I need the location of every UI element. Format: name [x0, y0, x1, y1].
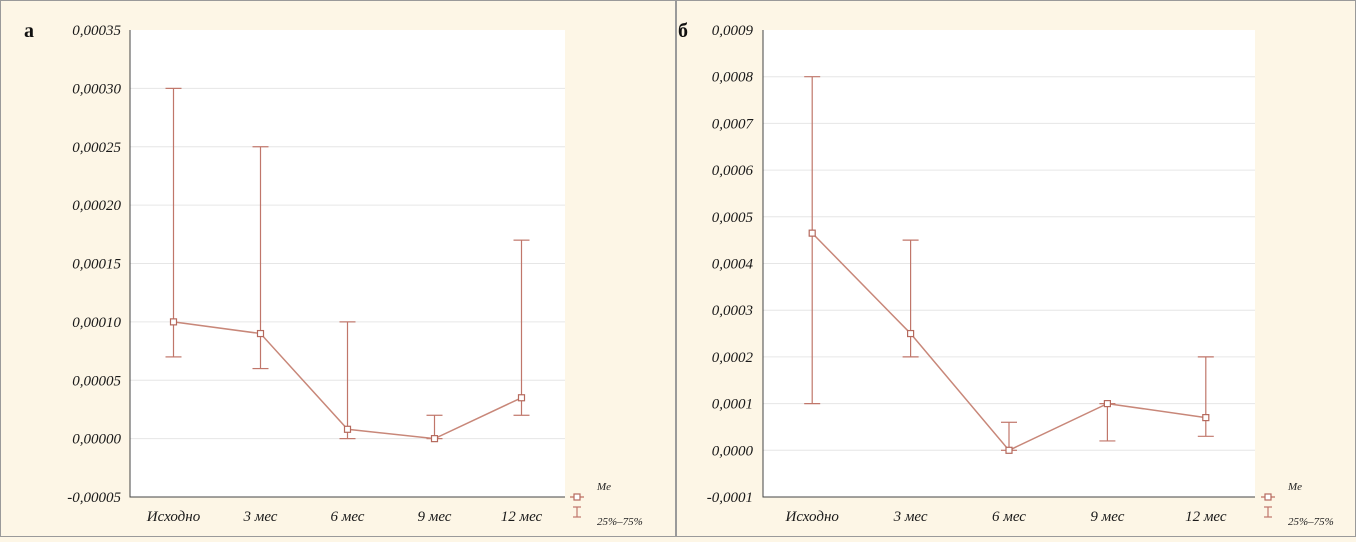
y-tick-label: 0,00020	[72, 198, 121, 214]
y-tick-label: 0,0000	[712, 443, 754, 459]
y-tick-label: -0,0001	[707, 490, 753, 506]
x-tick-label: Исходно	[784, 509, 839, 525]
y-tick-label: 0,00010	[72, 315, 121, 331]
axes	[129, 30, 565, 498]
legend-iqr-symbol	[573, 506, 581, 518]
median-point	[430, 435, 439, 443]
panel-b: -0,0001 0,0000 0,0001 0,0002 0,0003 0,0004 0,0…	[676, 0, 1356, 537]
median-point	[1202, 414, 1210, 422]
iqr-whisker	[1197, 356, 1214, 437]
iqr-whisker	[902, 239, 919, 358]
panel-label: б	[678, 20, 688, 42]
legend-me-symbol	[570, 493, 584, 501]
x-tick-label: Исходно	[146, 509, 201, 525]
x-tick-label: 9 мес	[418, 509, 452, 525]
median-point	[169, 318, 178, 326]
y-tick-label: 0,0005	[712, 210, 754, 226]
y-tick-label: -0,00005	[67, 490, 121, 506]
median-point	[808, 229, 816, 237]
y-tick-label: 0,00035	[72, 23, 121, 39]
x-tick-label: 12 мес	[1185, 509, 1227, 525]
y-tick-label: 0,0001	[712, 397, 753, 413]
y-tick-label: 0,0007	[712, 116, 755, 132]
median-point	[906, 329, 915, 338]
legend-me-symbol	[1261, 493, 1275, 501]
y-tick-label: 0,00030	[72, 81, 121, 97]
x-tick-label: 6 мес	[992, 509, 1026, 525]
y-tick-label: 0,00015	[72, 257, 121, 273]
y-tick-label: 0,0004	[712, 257, 754, 273]
y-tick-label: 0,0002	[712, 350, 754, 366]
iqr-whisker	[339, 321, 356, 440]
legend-label-me: Me	[1287, 481, 1302, 493]
y-tick-label: 0,00025	[72, 140, 121, 156]
legend-label-iqr: 25%–75%	[1288, 516, 1334, 528]
iqr-whisker	[804, 76, 821, 405]
panel-label: а	[24, 20, 34, 42]
y-tick-label: 0,0006	[712, 163, 754, 179]
median-point	[1005, 446, 1013, 454]
legend-label-iqr: 25%–75%	[597, 516, 643, 528]
x-tick-label: 9 мес	[1090, 509, 1124, 525]
y-tick-label: 0,0008	[712, 70, 754, 86]
y-tick-label: 0,0003	[712, 303, 753, 319]
iqr-whisker	[165, 87, 182, 358]
x-tick-label: 3 мес	[243, 509, 278, 525]
median-point	[1103, 400, 1112, 408]
iqr-whisker	[513, 239, 530, 416]
x-tick-label: 6 мес	[331, 509, 365, 525]
axes	[762, 30, 1255, 498]
x-tick-label: 12 мес	[501, 509, 543, 525]
y-tick-label: 0,00000	[72, 432, 121, 448]
median-point	[517, 394, 526, 402]
legend-iqr-symbol	[1264, 506, 1272, 518]
legend: Me 25%–75%	[1261, 481, 1334, 528]
y-tick-label: 0,00005	[72, 373, 121, 389]
y-tick-label: 0,0009	[712, 23, 754, 39]
legend-label-me: Me	[596, 481, 611, 493]
panel-a: -0,00005 0,00000 0,00005 0,00010 0,00015 0,00…	[0, 0, 676, 537]
median-point	[343, 425, 352, 433]
legend: Me 25%–75%	[570, 481, 643, 528]
median-point	[256, 329, 265, 338]
x-tick-label: 3 мес	[893, 509, 928, 525]
